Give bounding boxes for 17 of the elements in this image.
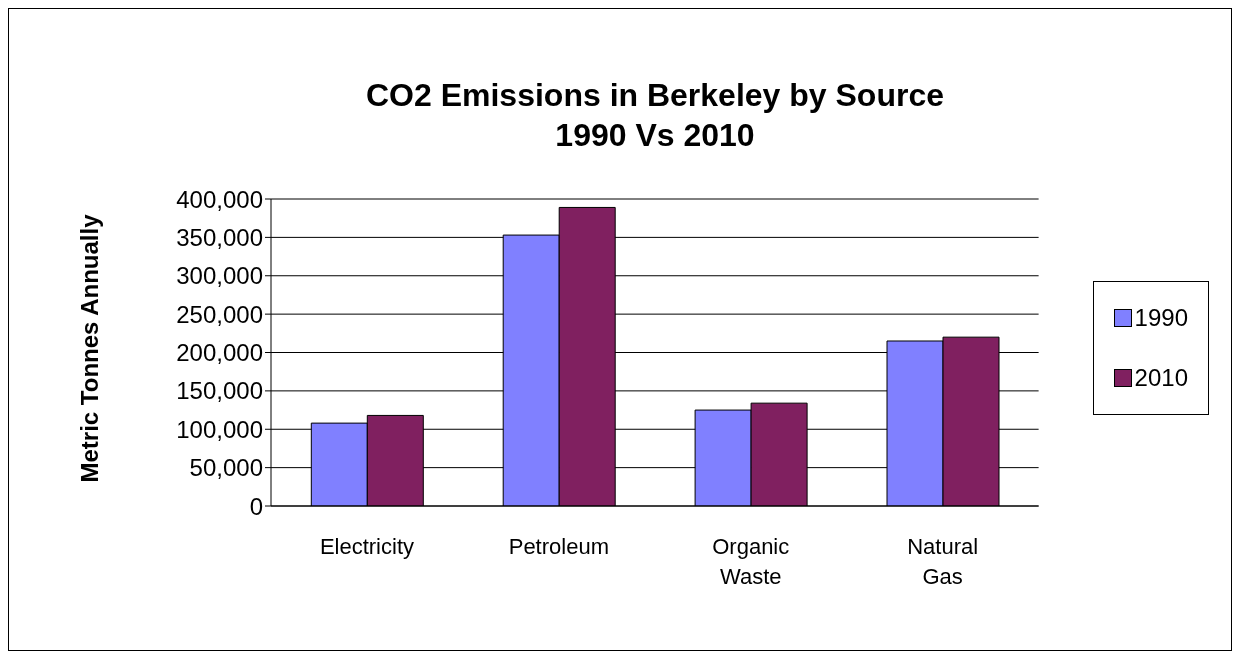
y-axis-title: Metric Tonnes Annually [75, 213, 103, 483]
x-tick-label: Natural Gas [907, 534, 979, 589]
x-tick-label: Electricity [319, 534, 415, 559]
y-tick-label: 0 [249, 492, 263, 520]
y-tick-label: 350,000 [176, 223, 263, 251]
y-tick-label: 150,000 [176, 377, 263, 405]
y-tick-label: 200,000 [176, 339, 263, 367]
legend-label: 1990 [1133, 304, 1188, 332]
legend-label: 2010 [1133, 364, 1188, 392]
x-tick-label: Organic Waste [712, 534, 790, 589]
y-tick-label: 50,000 [189, 454, 263, 482]
y-tick-label: 400,000 [176, 185, 263, 213]
y-tick-label: 250,000 [176, 300, 263, 328]
y-tick-label: 100,000 [176, 415, 263, 443]
y-tick-label: 300,000 [176, 262, 263, 290]
x-tick-label: Petroleum [508, 534, 609, 559]
chart-title: CO2 Emissions in Berkeley by Source 1990 Vs 2010 [365, 76, 945, 155]
